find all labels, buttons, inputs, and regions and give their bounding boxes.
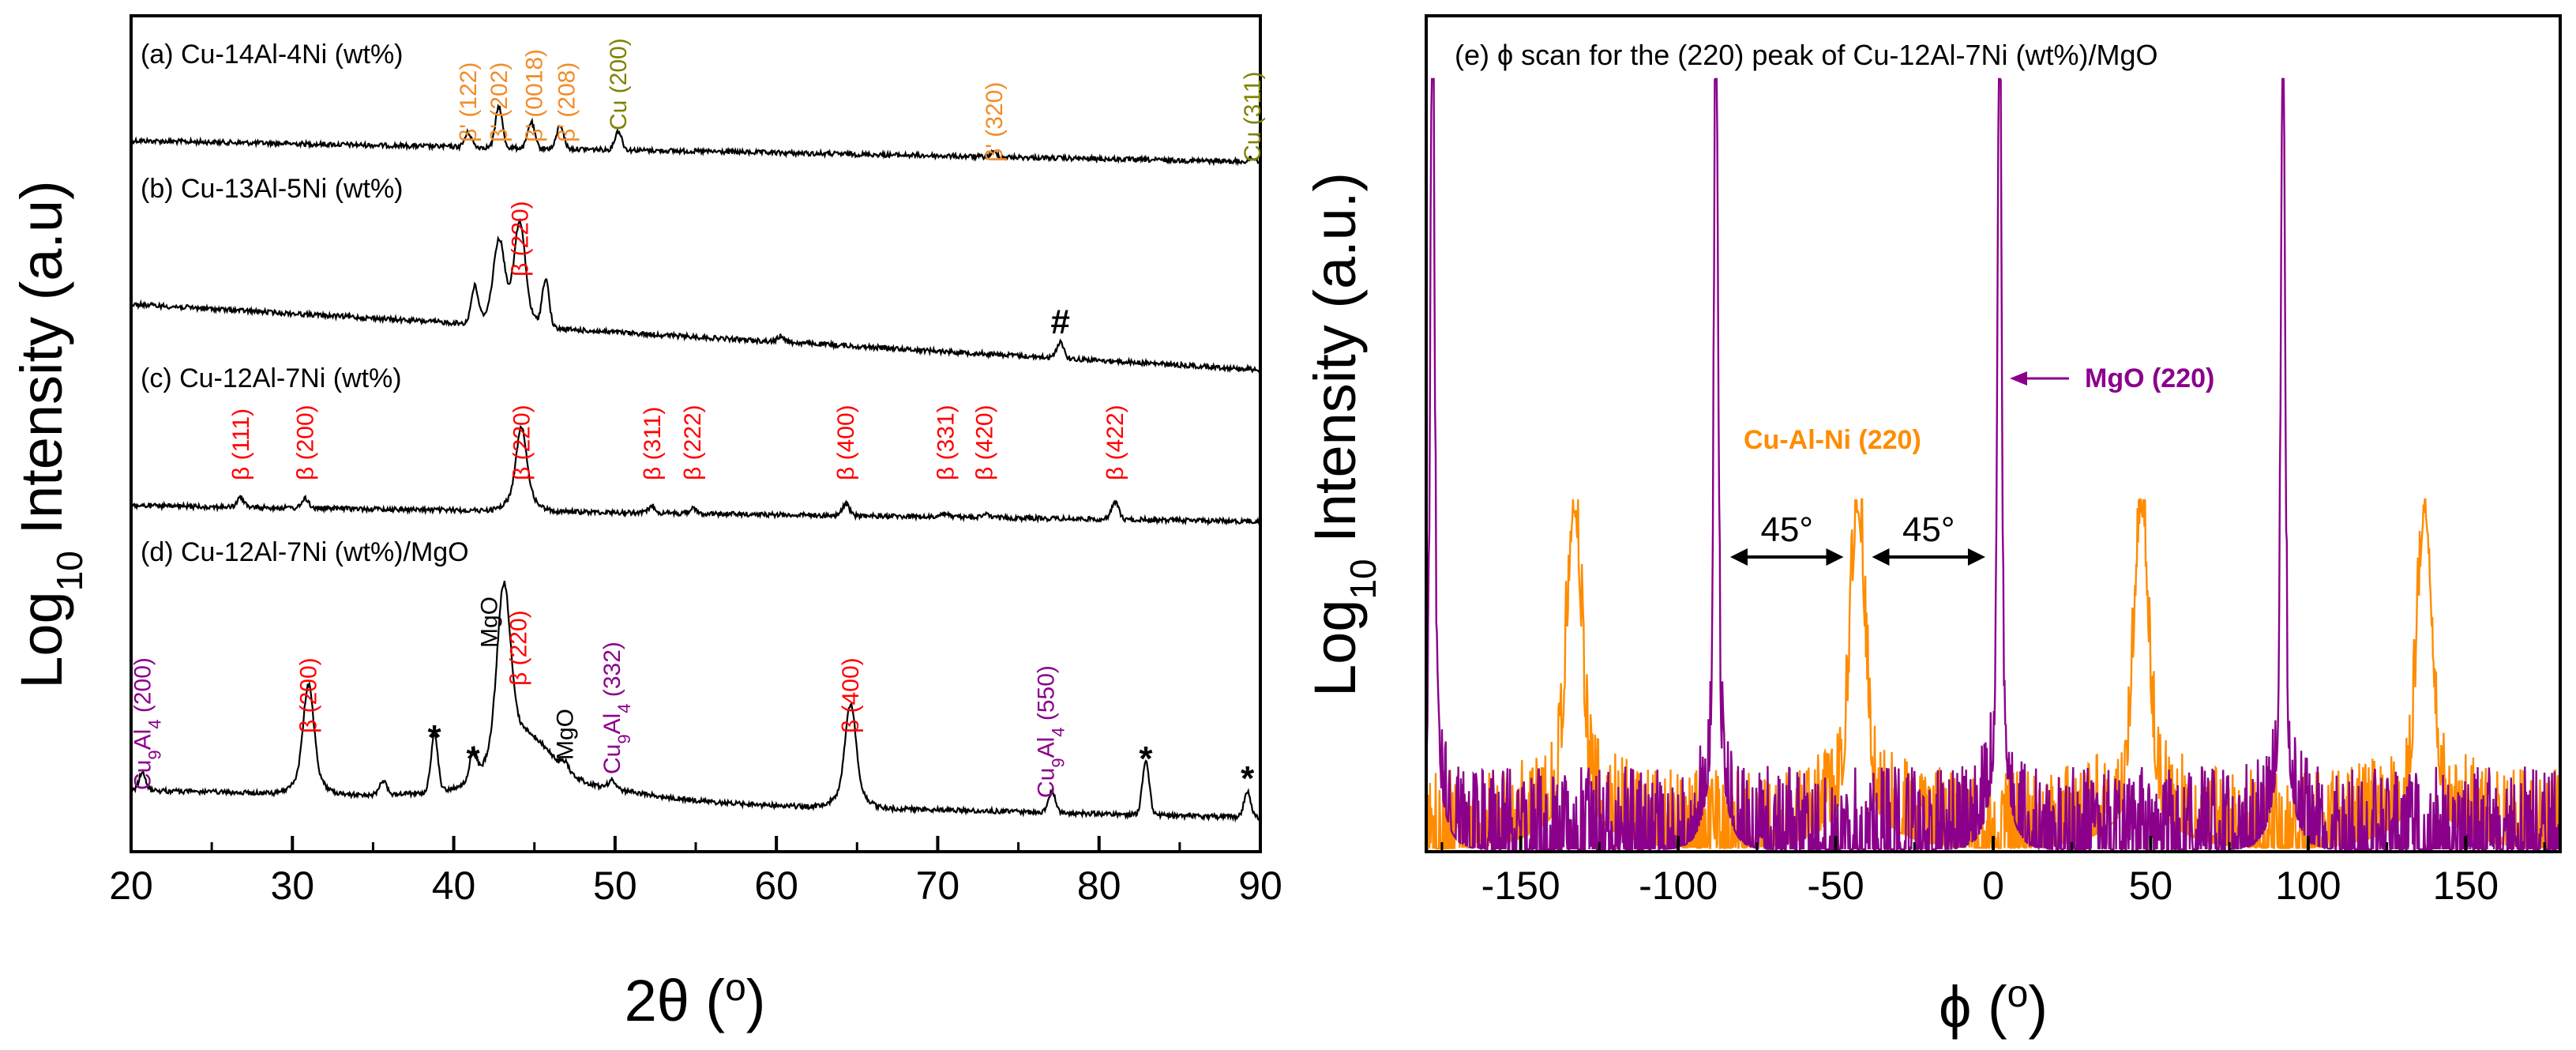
xrd-peak-label: β (111) [228,408,254,480]
xrd-peak-label: β' (208) [554,62,580,142]
phi-scan-panel: -150 -100 -50 0 50 100 150 (e) ϕ scan for the … [1302,14,2562,1041]
xrd-peak-label: β (222) [680,405,706,480]
xrd-peak-label: β' (122) [456,62,482,142]
xrd-tick-label: 40 [432,864,476,908]
xrd-tick-label: 60 [754,864,798,908]
phi-panel-title: (e) ϕ scan for the (220) peak of Cu-12Al… [1455,39,2157,71]
cu-al-ni-peak-label: Cu-Al-Ni (220) [1744,425,1921,455]
xrd-tick-label: 80 [1077,864,1121,908]
xrd-tick-label: 90 [1238,864,1282,908]
xrd-peak-label: β' (202) [486,62,513,142]
phi-x-axis-title: ϕ (o) [1939,973,2048,1041]
xrd-x-ticks: 20 30 40 50 60 70 80 90 [109,836,1282,908]
xrd-peak-label: MgO [477,597,503,648]
xrd-tick-label: 70 [916,864,960,908]
xrd-tick-label: 20 [109,864,153,908]
spacing-label: 45° [1760,510,1813,549]
xrd-peak-label: β (400) [833,405,859,480]
xrd-peak-annotations: β' (122) β' (202) β' (0018) β' (208) Cu (200… [130,38,1265,798]
xrd-peak-label: β (220) [509,405,535,480]
xrd-peak-label: β (200) [293,405,319,480]
phi-tick-label: -50 [1807,864,1864,908]
xrd-peak-label: β' (0018) [522,49,548,142]
spacing-label: 45° [1902,510,1955,549]
spacing-arrowhead [1826,548,1844,566]
phi-tick-label: 150 [2433,864,2499,908]
xrd-marker-symbol: # [1050,303,1069,341]
xrd-trace [130,103,1261,167]
mgo-peak-label: MgO (220) [2085,363,2214,393]
xrd-peak-label: β (331) [933,405,959,480]
mgo-arrow [2010,371,2069,386]
xrd-sample-labels: (a) Cu-14Al-4Ni (wt%) (b) Cu-13Al-5Ni (wt… [141,40,469,567]
xrd-peak-label: β (220) [505,610,531,686]
xrd-peak-label: Cu9Al4 (332) [599,642,634,774]
xrd-marker-symbol: * [427,718,441,757]
phi-tick-label: 50 [2129,864,2173,908]
xrd-marker-symbol: * [467,740,481,778]
xrd-peak-label: β (422) [1102,405,1128,480]
spacing-arrowhead [1729,548,1748,566]
xrd-sample-label: (d) Cu-12Al-7Ni (wt%)/MgO [141,537,469,567]
spacing-arrowhead [1967,548,1985,566]
mgo-phi-trace [1428,77,2559,850]
xrd-peak-label: Cu (311) [1240,72,1266,163]
xrd-tick-label: 50 [593,864,637,908]
xrd-x-axis-title: 2θ (o) [625,967,766,1034]
phi-tick-label: -100 [1639,864,1718,908]
xrd-marker-symbol: * [1241,759,1255,798]
xrd-trace [130,424,1262,526]
phi-tick-label: 100 [2275,864,2341,908]
phi-tick-label: 0 [1982,864,2004,908]
xrd-peak-label: Cu9Al4 (550) [1033,665,1068,798]
xrd-traces [130,103,1262,823]
xrd-sample-label: (a) Cu-14Al-4Ni (wt%) [141,40,404,70]
xrd-marker-symbol: * [1139,740,1153,778]
xrd-peak-label: β' (320) [982,82,1008,162]
xrd-trace [130,580,1261,823]
xrd-peak-label: β (420) [972,405,998,480]
xrd-peak-label: Cu9Al4 (200) [130,657,164,790]
xrd-peak-label: β (400) [838,657,864,733]
xrd-peak-label: β (311) [640,407,666,480]
phi-tick-label: -150 [1481,864,1560,908]
xrd-peak-label: β (200) [296,657,322,733]
xrd-sample-label: (b) Cu-13Al-5Ni (wt%) [141,174,404,204]
phi-spacing-arrows: 45° 45° [1729,510,1985,566]
spacing-arrowhead [1872,548,1890,566]
xrd-trace [130,217,1261,374]
xrd-tick-label: 30 [270,864,314,908]
xrd-sample-label: (c) Cu-12Al-7Ni (wt%) [141,363,402,393]
xrd-peak-label: Cu (200) [606,38,632,130]
phi-x-ticks: -150 -100 -50 0 50 100 150 [1440,836,2546,908]
xrd-peak-label: MgO [553,709,579,760]
xrd-peak-label: β (220) [507,201,533,277]
